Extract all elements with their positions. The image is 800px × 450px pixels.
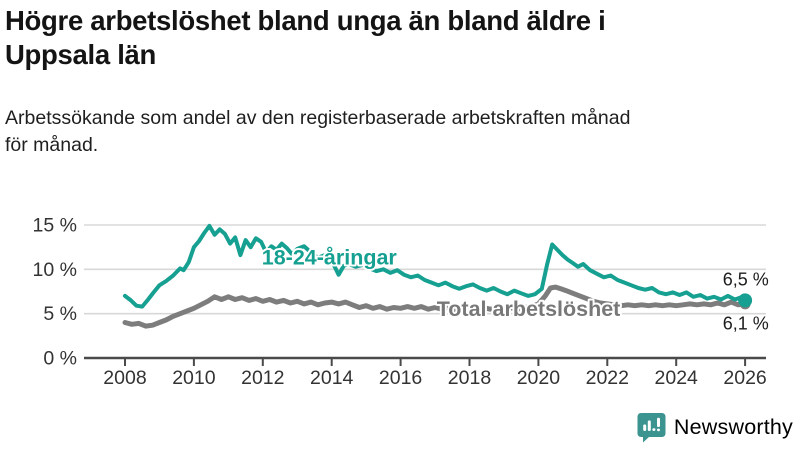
y-tick-label: 10 % [33,259,77,281]
y-tick-label: 5 % [43,303,77,325]
x-tick-label: 2024 [655,367,699,389]
end-dot-youth [738,293,753,308]
brand-footer: Newsworthy [637,412,793,443]
x-tick-label: 2022 [586,367,629,389]
x-tick-label: 2010 [172,367,216,389]
x-tick-label: 2014 [310,367,354,389]
page-title: Högre arbetslöshet bland unga än bland ä… [5,4,785,71]
x-tick-label: 2016 [379,367,422,389]
chart-header: Högre arbetslöshet bland unga än bland ä… [5,4,785,160]
end-value-label: 6,5 % [723,270,769,290]
chart-subtitle: Arbetssökande som andel av den registerb… [5,105,785,160]
x-tick-label: 2012 [241,367,284,389]
end-value-label: 6,1 % [723,314,769,334]
x-tick-label: 2026 [723,367,766,389]
series-label: Total arbetslöshet [437,297,621,321]
title-line-1: Högre arbetslöshet bland unga än bland ä… [5,5,606,36]
title-line-2: Uppsala län [5,38,157,70]
series-label: 18-24-åringar [262,245,398,269]
series-line-youth [123,223,748,309]
x-tick-label: 2008 [103,367,146,389]
y-tick-label: 0 % [43,348,77,370]
y-tick-label: 15 % [33,214,77,236]
newsworthy-wordmark: Newsworthy [673,415,793,439]
subtitle-line-2: för månad. [5,134,99,157]
subtitle-line-1: Arbetssökande som andel av den registerb… [5,107,631,130]
newsworthy-logo-icon [637,412,666,443]
x-tick-label: 2020 [517,367,561,389]
series-line-total [122,284,748,329]
x-tick-label: 2018 [448,367,491,389]
